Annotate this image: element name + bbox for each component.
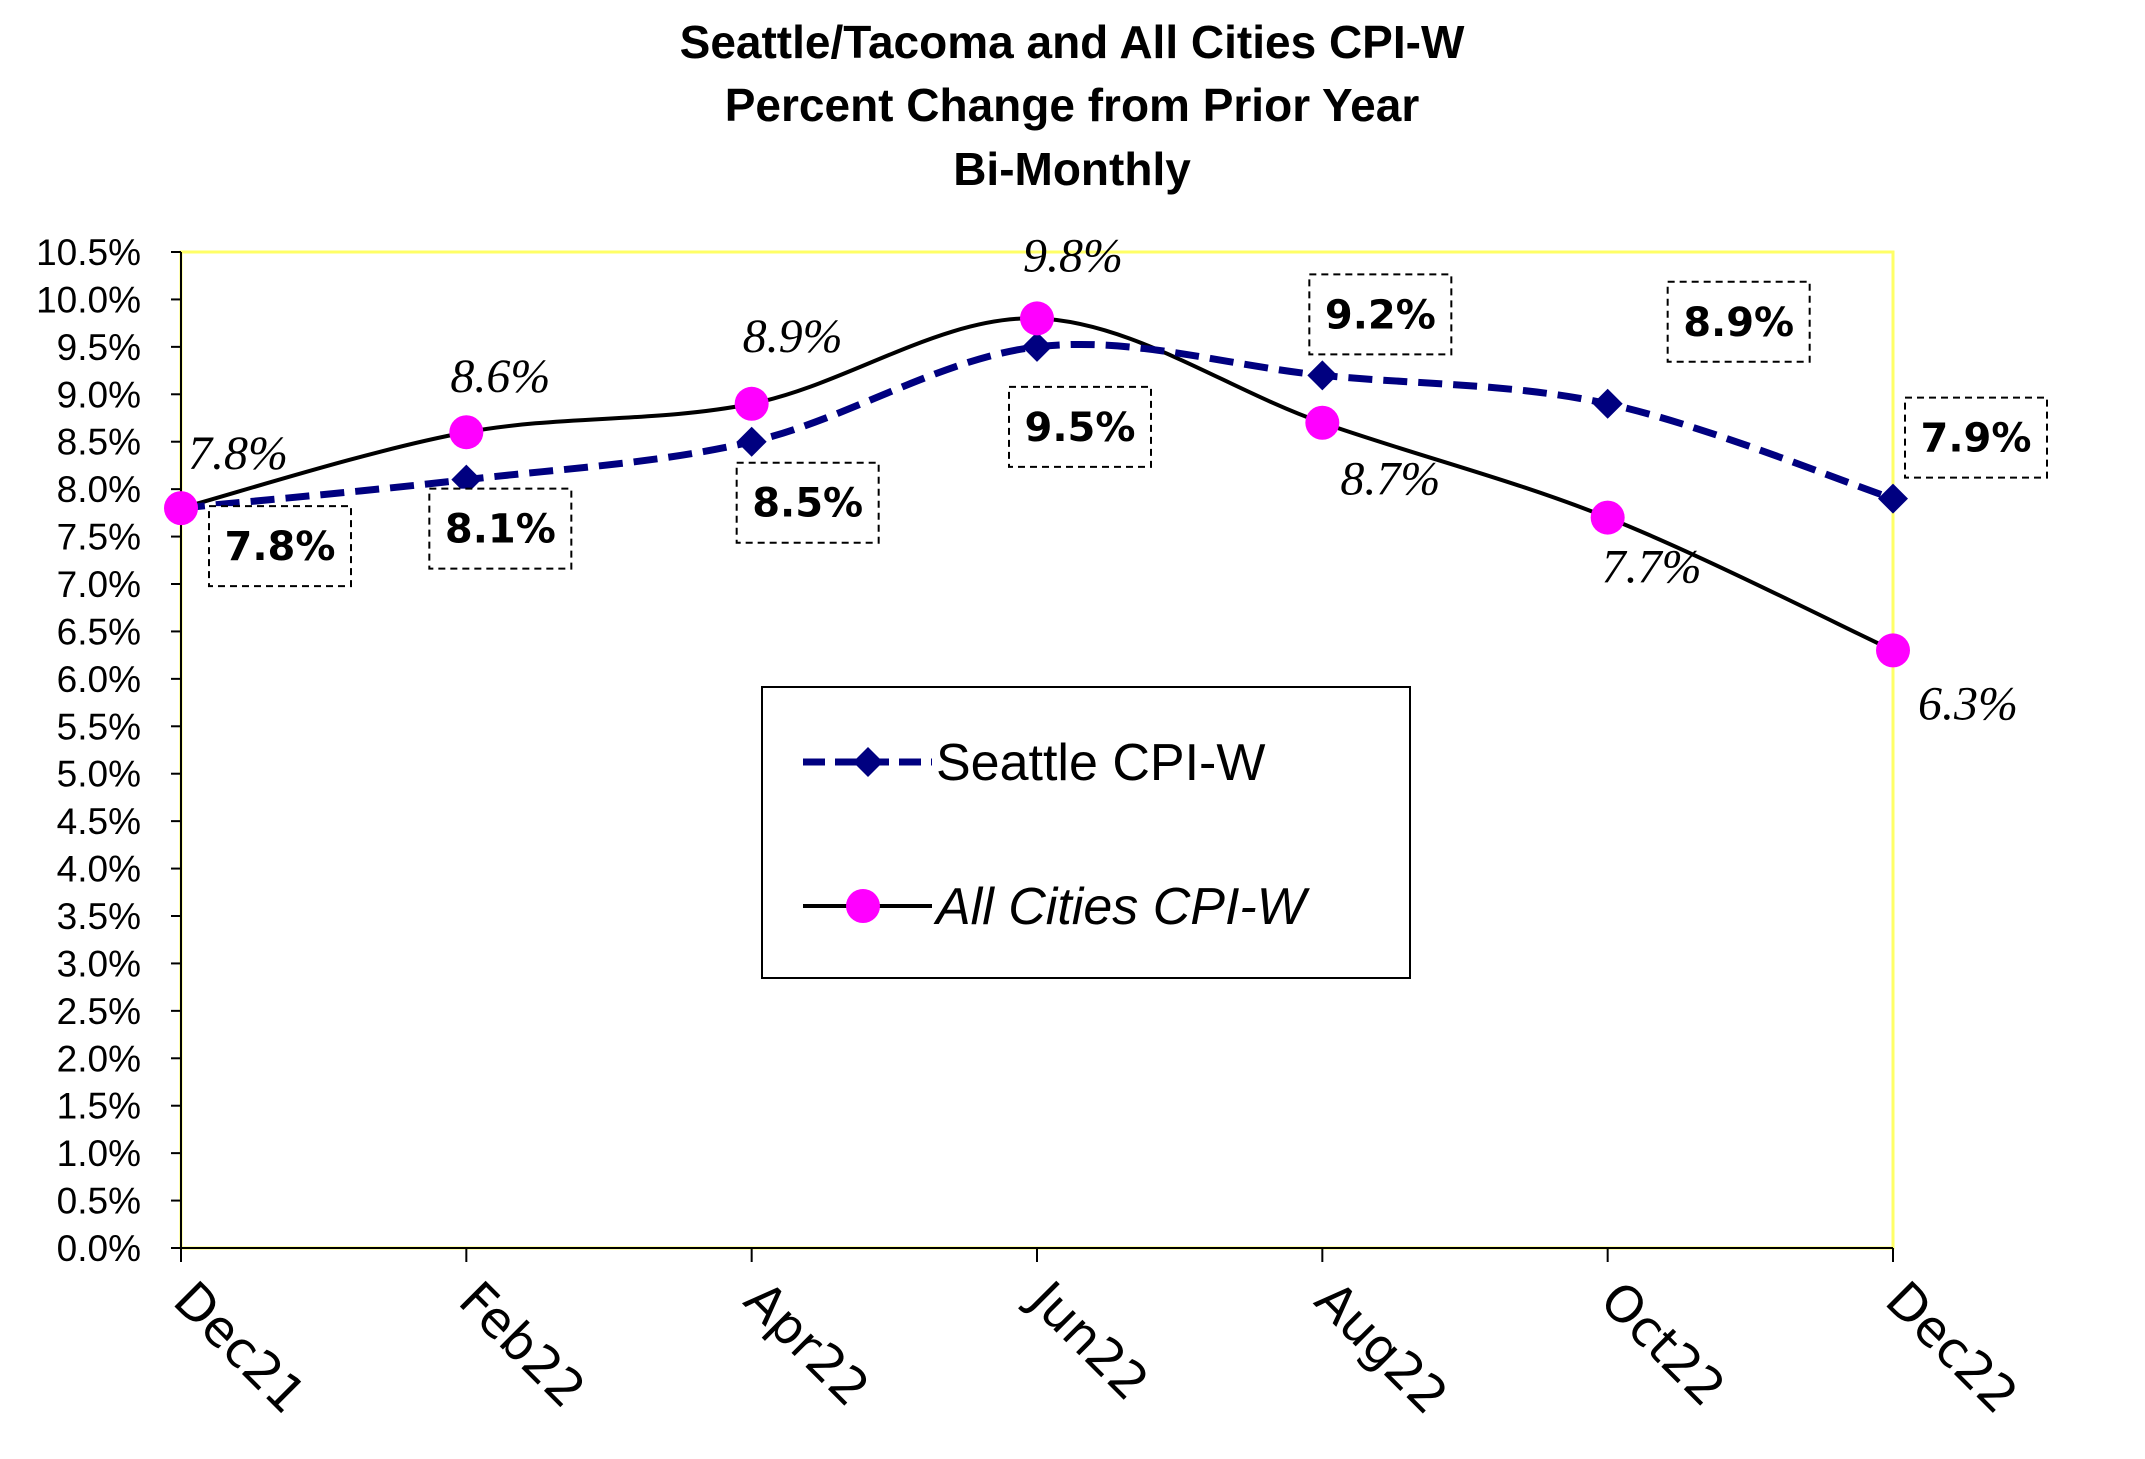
- x-tick-label: Feb22: [448, 1270, 597, 1419]
- data-label-all-cities: 8.9%: [743, 310, 843, 363]
- data-point-all-cities: [1590, 500, 1625, 535]
- data-label-all-cities: 8.6%: [450, 350, 550, 403]
- y-tick-label: 9.0%: [57, 374, 141, 415]
- x-tick-label: Aug22: [1304, 1270, 1459, 1425]
- y-tick-label: 3.5%: [57, 896, 141, 937]
- y-tick-label: 5.5%: [57, 706, 141, 747]
- y-tick-label: 5.0%: [57, 754, 141, 795]
- y-tick-label: 0.0%: [57, 1228, 141, 1269]
- data-label-all-cities: 7.7%: [1602, 541, 1702, 594]
- data-label-seattle: 8.9%: [1683, 300, 1794, 346]
- chart-title-line-1: Seattle/Tacoma and All Cities CPI-W: [680, 16, 1465, 68]
- y-tick-label: 10.5%: [36, 232, 141, 273]
- data-label-box-seattle: [1308, 273, 1453, 356]
- data-point-all-cities: [1020, 301, 1054, 336]
- data-label-all-cities: 8.7%: [1340, 453, 1440, 506]
- y-tick-label: 2.5%: [57, 991, 141, 1032]
- data-label-seattle: 8.1%: [445, 507, 556, 553]
- data-point-seattle: [451, 464, 482, 495]
- legend: Seattle CPI-W All Cities CPI-W: [761, 686, 1411, 979]
- data-label-all-cities: 6.3%: [1918, 677, 2018, 730]
- data-point-seattle: [1878, 483, 1908, 514]
- data-labels: 7.8% 8.1% 8.5% 9.5% 9.2% 8.9% 7.9% 7.8% 8.6% 8.9%…: [188, 229, 2048, 730]
- x-tick-label: Dec22: [1875, 1270, 2029, 1424]
- data-point-all-cities: [449, 415, 484, 450]
- data-label-box-seattle: [208, 505, 352, 588]
- y-tick-label: 9.5%: [57, 327, 141, 368]
- y-tick-label: 3.0%: [57, 943, 141, 984]
- data-point-all-cities: [164, 491, 198, 526]
- data-point-all-cities: [1305, 405, 1340, 440]
- legend-label-all-cities: All Cities CPI-W: [933, 878, 1311, 936]
- x-tick-label: Jun22: [1016, 1268, 1159, 1411]
- data-label-box-seattle: [1904, 396, 2048, 479]
- legend-box: [761, 686, 1411, 979]
- x-tick-label: Dec21: [163, 1270, 317, 1424]
- chart-title: Seattle/Tacoma and All Cities CPI-W Perc…: [680, 16, 1465, 195]
- data-label-box-seattle: [1666, 280, 1811, 363]
- data-point-seattle: [1307, 360, 1338, 391]
- data-label-all-cities: 7.8%: [188, 427, 288, 480]
- data-point-seattle: [736, 426, 767, 457]
- legend-label-seattle: Seattle CPI-W: [936, 734, 1265, 792]
- chart-title-line-3: Bi-Monthly: [953, 143, 1191, 195]
- y-tick-label: 8.0%: [57, 469, 141, 510]
- data-point-seattle: [1592, 388, 1623, 419]
- series-layer: [164, 301, 1910, 668]
- chart-title-line-2: Percent Change from Prior Year: [725, 79, 1420, 131]
- data-point-all-cities: [1876, 633, 1910, 668]
- y-tick-label: 1.0%: [57, 1133, 141, 1174]
- data-point-seattle: [1022, 331, 1052, 362]
- legend-marker-seattle: [853, 747, 883, 777]
- x-tick-label: Oct22: [1589, 1270, 1736, 1417]
- y-tick-label: 10.0%: [36, 279, 141, 320]
- data-label-box-seattle: [428, 487, 573, 570]
- data-label-seattle: 7.9%: [1921, 416, 2032, 462]
- y-tick-label: 7.0%: [57, 564, 141, 605]
- x-tick-label: Apr22: [733, 1270, 880, 1417]
- data-label-seattle: 9.5%: [1025, 405, 1136, 451]
- data-label-all-cities: 9.8%: [1023, 229, 1123, 282]
- y-tick-label: 4.5%: [57, 801, 141, 842]
- y-tick-label: 0.5%: [57, 1181, 141, 1222]
- data-label-seattle: 7.8%: [225, 524, 336, 570]
- y-tick-label: 2.0%: [57, 1038, 141, 1079]
- data-point-all-cities: [734, 386, 769, 421]
- data-label-box-seattle: [735, 461, 880, 544]
- y-tick-label: 4.0%: [57, 849, 141, 890]
- y-tick-label: 7.5%: [57, 517, 141, 558]
- data-label-seattle: 9.2%: [1325, 292, 1436, 338]
- data-label-seattle: 8.5%: [752, 481, 863, 527]
- legend-marker-all-cities: [846, 889, 880, 923]
- y-tick-label: 8.5%: [57, 422, 141, 463]
- y-tick-label: 6.5%: [57, 611, 141, 652]
- y-tick-label: 6.0%: [57, 659, 141, 700]
- y-tick-label: 1.5%: [57, 1086, 141, 1127]
- data-label-box-seattle: [1008, 385, 1152, 468]
